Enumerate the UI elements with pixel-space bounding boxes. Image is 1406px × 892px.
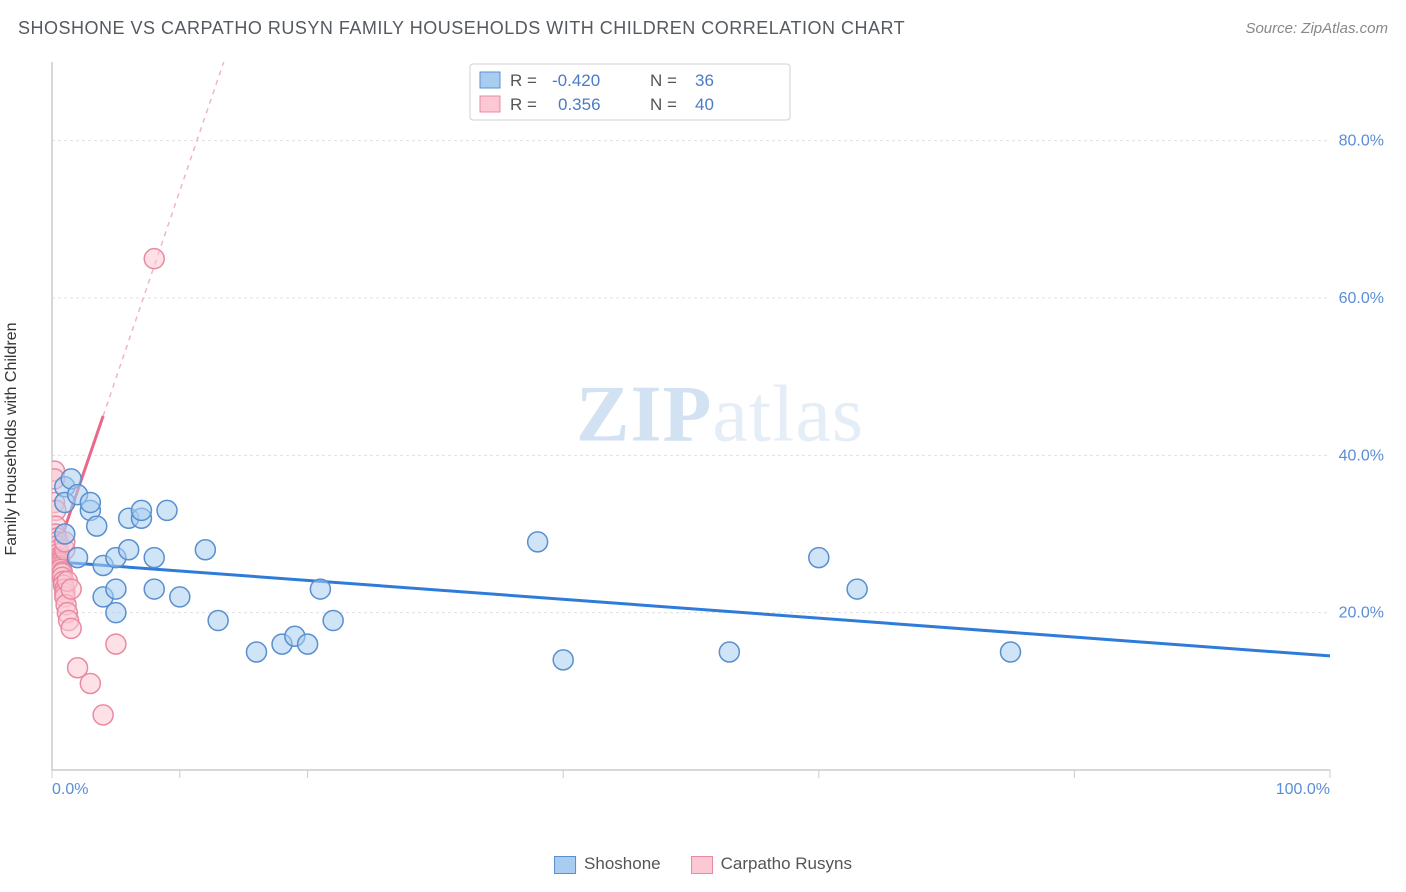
data-point-shoshone [55,524,75,544]
x-tick-label: 0.0% [52,781,88,798]
data-point-shoshone [847,579,867,599]
data-point-shoshone [310,579,330,599]
data-point-shoshone [208,611,228,631]
data-point-shoshone [157,500,177,520]
chart-area: ZIPatlas 20.0%40.0%60.0%80.0%0.0%100.0%R… [50,60,1390,800]
footer-legend: Shoshone Carpatho Rusyns [554,854,852,874]
legend-swatch-blue [554,856,576,874]
legend-label-shoshone: Shoshone [584,854,661,873]
legend-r-label: R = [510,71,537,90]
data-point-shoshone [119,540,139,560]
data-point-shoshone [246,642,266,662]
y-tick-label: 80.0% [1339,133,1384,150]
y-axis-label: Family Households with Children [3,323,21,556]
data-point-shoshone [106,603,126,623]
data-point-shoshone [528,532,548,552]
chart-title: SHOSHONE VS CARPATHO RUSYN FAMILY HOUSEH… [18,18,905,39]
legend-r-value-shoshone: -0.420 [552,71,600,90]
scatter-plot: 20.0% 40.0% 60.0% 80.0% 0.0% 100.0% R = -0.420 N… [50,60,1390,800]
data-point-carpatho [61,579,81,599]
data-point-shoshone [87,516,107,536]
data-point-shoshone [323,611,343,631]
y-tick-label: 20.0% [1339,605,1384,622]
y-tick-label: 60.0% [1339,290,1384,307]
legend-swatch-pink [691,856,713,874]
data-point-carpatho [106,634,126,654]
trend-line-shoshone [52,562,1330,656]
source-attribution: Source: ZipAtlas.com [1245,20,1388,37]
legend-n-value-shoshone: 36 [695,71,714,90]
y-tick-label: 40.0% [1339,447,1384,464]
legend-r-value-carpatho: 0.356 [558,95,601,114]
legend-n-value-carpatho: 40 [695,95,714,114]
data-point-shoshone [719,642,739,662]
data-point-shoshone [144,548,164,568]
data-point-carpatho [61,618,81,638]
legend-item-shoshone: Shoshone [554,854,661,874]
data-point-shoshone [1001,642,1021,662]
data-point-shoshone [68,548,88,568]
header: SHOSHONE VS CARPATHO RUSYN FAMILY HOUSEH… [18,18,1388,39]
trend-line-carpatho-extrapolated [103,60,269,416]
data-point-shoshone [809,548,829,568]
legend-swatch-blue [480,72,500,88]
data-point-carpatho [144,249,164,269]
data-point-shoshone [131,500,151,520]
legend-n-label: N = [650,71,677,90]
data-point-carpatho [93,705,113,725]
legend-item-carpatho: Carpatho Rusyns [691,854,852,874]
data-point-shoshone [170,587,190,607]
legend-swatch-pink [480,96,500,112]
x-tick-label: 100.0% [1276,781,1330,798]
legend-n-label: N = [650,95,677,114]
data-point-carpatho [80,673,100,693]
data-point-shoshone [80,493,100,513]
legend-label-carpatho: Carpatho Rusyns [721,854,852,873]
data-point-shoshone [553,650,573,670]
data-point-shoshone [144,579,164,599]
legend-r-label: R = [510,95,537,114]
data-point-shoshone [106,579,126,599]
data-point-shoshone [195,540,215,560]
data-point-shoshone [298,634,318,654]
